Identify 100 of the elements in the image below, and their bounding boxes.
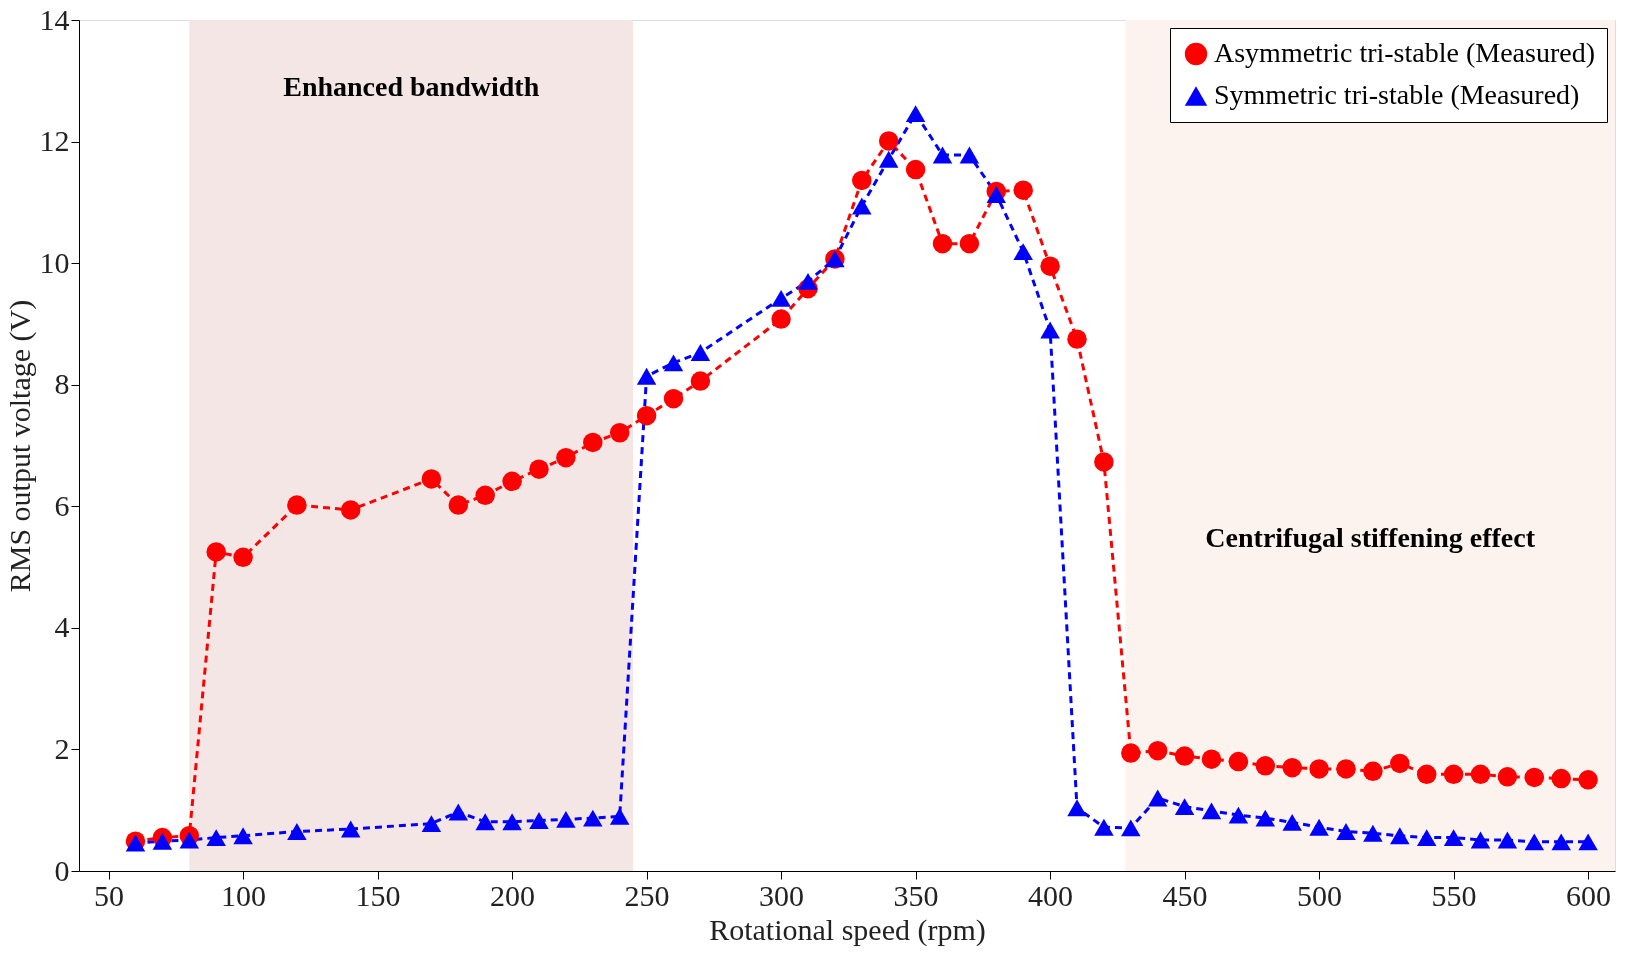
x-tick-label: 50	[94, 878, 125, 912]
legend-label: Asymmetric tri-stable (Measured)	[1214, 37, 1595, 68]
point	[905, 159, 926, 180]
point	[502, 471, 522, 492]
x-tick-label: 500	[1297, 878, 1343, 912]
point	[475, 813, 495, 831]
point	[583, 432, 603, 453]
point	[1121, 743, 1141, 763]
point	[1578, 770, 1598, 790]
point	[878, 150, 899, 168]
point	[905, 105, 926, 123]
point	[206, 542, 226, 562]
point	[1282, 813, 1302, 831]
point	[690, 344, 711, 361]
y-tick-label: 10	[39, 245, 70, 279]
x-tick-label: 150	[355, 878, 401, 912]
y-tick-label: 4	[54, 610, 70, 644]
point	[959, 233, 980, 254]
point	[233, 827, 253, 845]
point	[1174, 798, 1195, 816]
point	[556, 447, 576, 468]
point	[1497, 767, 1518, 787]
point	[287, 495, 307, 515]
point	[1363, 824, 1383, 842]
band-label: Enhanced bandwidth	[283, 71, 540, 103]
point	[1147, 740, 1168, 761]
x-tick-label: 600	[1566, 878, 1612, 912]
point	[986, 186, 1007, 203]
point	[1228, 806, 1249, 824]
point	[1416, 829, 1437, 847]
point	[1094, 452, 1114, 472]
y-tick-label: 8	[54, 367, 70, 401]
point	[475, 485, 495, 506]
point	[636, 405, 657, 426]
point	[1201, 749, 1222, 769]
point	[1336, 759, 1356, 779]
point	[1201, 802, 1222, 820]
point	[798, 272, 818, 290]
x-axis-title: Rotational speed (rpm)	[709, 912, 986, 947]
point	[663, 354, 684, 372]
point	[421, 469, 442, 489]
point	[421, 815, 442, 833]
x-tick-label: 550	[1431, 878, 1477, 912]
point	[609, 423, 630, 443]
point	[771, 289, 791, 307]
x-tick-label: 200	[490, 878, 536, 912]
point	[287, 823, 307, 840]
point	[152, 832, 173, 850]
point	[1067, 329, 1087, 349]
point	[1013, 243, 1033, 261]
point	[1524, 767, 1545, 788]
point	[878, 131, 899, 151]
point	[1255, 756, 1276, 776]
point	[636, 367, 657, 385]
point	[1255, 809, 1276, 827]
point	[1282, 757, 1302, 778]
point	[1470, 831, 1491, 849]
point	[340, 500, 361, 520]
y-tick-label: 0	[54, 853, 70, 887]
point	[1121, 819, 1141, 837]
point	[1094, 818, 1114, 836]
point	[1336, 823, 1356, 840]
point	[583, 809, 603, 827]
point	[1443, 764, 1464, 785]
point	[206, 829, 226, 847]
point	[663, 388, 684, 409]
point	[771, 309, 791, 329]
point	[1390, 753, 1410, 774]
point	[529, 459, 549, 479]
point	[1309, 759, 1329, 779]
x-tick-label: 300	[759, 878, 805, 912]
x-tick-label: 100	[221, 878, 267, 912]
point	[932, 233, 953, 254]
point	[502, 813, 522, 831]
x-tick-label: 250	[624, 878, 670, 912]
point	[340, 820, 361, 838]
point	[1551, 833, 1571, 851]
point	[1147, 789, 1168, 807]
point	[1443, 829, 1464, 847]
legend-label: Symmetric tri-stable (Measured)	[1214, 79, 1580, 110]
point	[1551, 768, 1571, 789]
point	[1390, 827, 1410, 845]
point	[852, 170, 872, 191]
point	[1174, 746, 1195, 766]
band-label: Centrifugal stiffening effect	[1205, 522, 1536, 554]
point	[1228, 751, 1249, 772]
point	[1040, 321, 1060, 339]
point	[1578, 833, 1598, 851]
point	[1363, 761, 1383, 782]
point	[556, 810, 576, 828]
y-tick-label: 12	[39, 124, 70, 158]
point	[529, 812, 549, 829]
point	[1416, 764, 1437, 785]
point	[1470, 764, 1491, 785]
point	[448, 495, 469, 515]
point	[233, 547, 253, 568]
point	[1067, 799, 1087, 817]
y-axis-title: RMS output voltage (V)	[2, 299, 37, 593]
point	[448, 803, 469, 821]
y-tick-label: 14	[39, 2, 70, 36]
